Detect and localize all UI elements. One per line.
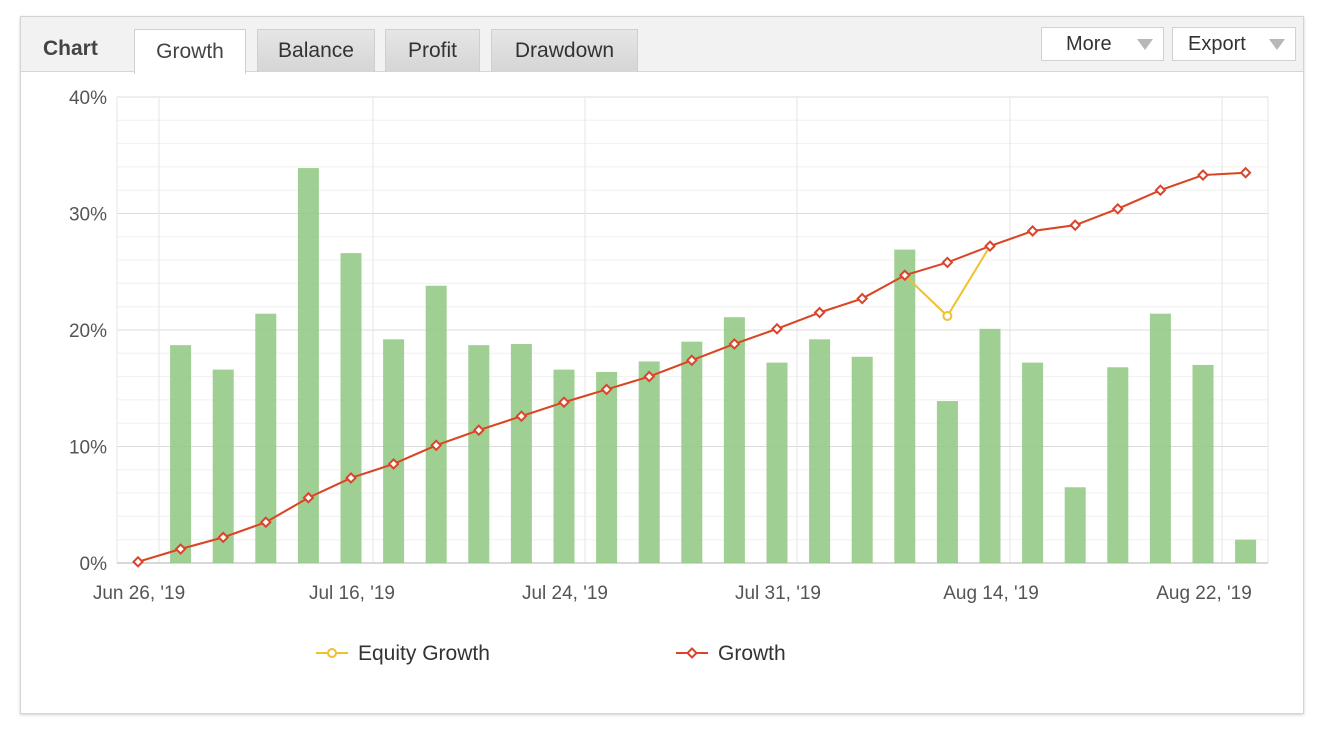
y-tick-label: 30% (69, 205, 107, 226)
growth-point (132, 555, 144, 568)
growth-point (558, 396, 570, 409)
legend-item-growth[interactable]: Growth (676, 642, 786, 665)
x-tick-label: Jul 31, '19 (735, 583, 821, 604)
more-arrow-icon (1137, 39, 1153, 50)
bar (809, 339, 831, 563)
y-tick-label: 20% (69, 321, 107, 342)
bar (1022, 362, 1044, 563)
legend[interactable]: Equity Growth Growth (316, 642, 786, 665)
growth-point (345, 472, 357, 484)
bar (638, 361, 660, 563)
x-tick-label: Jun 26, '19 (93, 583, 185, 604)
bar (1235, 539, 1257, 563)
more-label: More (1066, 32, 1112, 55)
chart-header: Chart Growth Balance Profit Drawdown Mor… (21, 17, 1303, 74)
growth-point (259, 516, 272, 529)
growth-point (1026, 225, 1039, 237)
growth-point (898, 269, 911, 282)
x-axis-ticks: Jun 26, '19 Jul 16, '19 Jul 24, '19 Jul 31,… (93, 583, 1252, 604)
growth-point (856, 292, 869, 305)
bar (340, 253, 362, 564)
bar (766, 362, 788, 563)
series-lines (132, 166, 1252, 568)
growth-point (387, 458, 400, 470)
bar (510, 343, 532, 563)
growth-point (813, 306, 826, 319)
export-label: Export (1188, 32, 1246, 55)
bar (1107, 367, 1129, 563)
bar (1192, 364, 1214, 563)
bar (596, 371, 618, 563)
tab-drawdown[interactable]: Drawdown (491, 29, 638, 72)
bar (723, 317, 745, 563)
y-tick-label: 40% (69, 88, 107, 109)
x-tick-label: Aug 22, '19 (1156, 583, 1252, 604)
growth-point (1197, 169, 1209, 181)
growth-point (302, 491, 315, 504)
growth-point (1239, 166, 1252, 179)
bar (894, 249, 916, 564)
bar (979, 328, 1001, 563)
growth-point (771, 322, 783, 335)
bar (383, 339, 405, 563)
growth-point (728, 338, 741, 350)
legend-equity-marker (327, 648, 337, 658)
bar (255, 313, 277, 563)
growth-point (600, 383, 613, 396)
bar (297, 168, 319, 563)
tab-profit[interactable]: Profit (385, 29, 480, 72)
growth-point (643, 370, 656, 383)
chart-title: Chart (43, 37, 98, 60)
equity-growth-point (942, 311, 953, 322)
chart-panel: Chart Growth Balance Profit Drawdown Mor… (20, 16, 1304, 714)
more-dropdown[interactable]: More (1041, 27, 1164, 61)
bar (851, 356, 873, 563)
growth-point (941, 256, 954, 269)
bar (212, 369, 234, 563)
bar (1064, 487, 1086, 563)
legend-item-equity-growth[interactable]: Equity Growth (316, 642, 490, 665)
legend-growth-marker (686, 647, 698, 659)
bar (170, 345, 192, 563)
x-tick-label: Jul 16, '19 (309, 583, 395, 604)
tab-growth[interactable]: Growth (134, 29, 246, 74)
tab-balance[interactable]: Balance (257, 29, 375, 72)
growth-point (1069, 219, 1082, 232)
bar (936, 401, 958, 563)
legend-label-growth: Growth (718, 642, 786, 665)
bar (468, 345, 490, 563)
bars (170, 168, 1257, 564)
growth-point (217, 531, 230, 544)
growth-point (174, 543, 187, 555)
bar (553, 369, 575, 563)
bar (425, 285, 447, 563)
y-axis-ticks: 0% 10% 20% 30% 40% (69, 88, 107, 575)
growth-point (685, 354, 698, 367)
bar (1149, 313, 1171, 563)
growth-point (515, 410, 528, 423)
x-tick-label: Aug 14, '19 (943, 583, 1039, 604)
y-tick-label: 10% (69, 438, 107, 459)
y-tick-label: 0% (80, 554, 108, 575)
x-tick-label: Jul 24, '19 (522, 583, 608, 604)
growth-point (472, 424, 485, 437)
export-arrow-icon (1269, 39, 1285, 50)
growth-point (984, 240, 996, 253)
growth-point (430, 439, 443, 452)
growth-point (1154, 184, 1167, 197)
growth-point (1111, 202, 1124, 215)
bar (681, 341, 703, 563)
export-dropdown[interactable]: Export (1172, 27, 1296, 61)
legend-label-equity-growth: Equity Growth (358, 642, 490, 665)
